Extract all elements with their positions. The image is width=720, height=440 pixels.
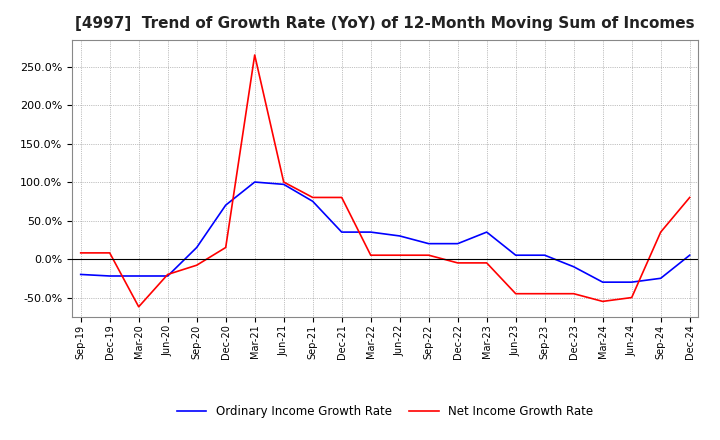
- Net Income Growth Rate: [192, 263, 201, 268]
- Net Income Growth Rate: [424, 253, 433, 258]
- Net Income Growth Rate: [308, 195, 317, 200]
- Net Income Growth Rate: [251, 52, 259, 58]
- Ordinary Income Growth Rate: [279, 182, 288, 187]
- Ordinary Income Growth Rate: [424, 241, 433, 246]
- Ordinary Income Growth Rate: [598, 279, 607, 285]
- Ordinary Income Growth Rate: [627, 279, 636, 285]
- Ordinary Income Growth Rate: [105, 273, 114, 279]
- Ordinary Income Growth Rate: [221, 202, 230, 208]
- Legend: Ordinary Income Growth Rate, Net Income Growth Rate: Ordinary Income Growth Rate, Net Income …: [172, 400, 598, 423]
- Net Income Growth Rate: [657, 230, 665, 235]
- Ordinary Income Growth Rate: [163, 273, 172, 279]
- Net Income Growth Rate: [598, 299, 607, 304]
- Ordinary Income Growth Rate: [657, 275, 665, 281]
- Ordinary Income Growth Rate: [570, 264, 578, 269]
- Net Income Growth Rate: [570, 291, 578, 297]
- Line: Ordinary Income Growth Rate: Ordinary Income Growth Rate: [81, 182, 690, 282]
- Net Income Growth Rate: [482, 260, 491, 265]
- Net Income Growth Rate: [338, 195, 346, 200]
- Ordinary Income Growth Rate: [482, 230, 491, 235]
- Ordinary Income Growth Rate: [76, 272, 85, 277]
- Ordinary Income Growth Rate: [366, 230, 375, 235]
- Ordinary Income Growth Rate: [685, 253, 694, 258]
- Net Income Growth Rate: [541, 291, 549, 297]
- Net Income Growth Rate: [627, 295, 636, 300]
- Net Income Growth Rate: [105, 250, 114, 256]
- Net Income Growth Rate: [76, 250, 85, 256]
- Net Income Growth Rate: [221, 245, 230, 250]
- Ordinary Income Growth Rate: [251, 180, 259, 185]
- Ordinary Income Growth Rate: [338, 230, 346, 235]
- Ordinary Income Growth Rate: [308, 198, 317, 204]
- Ordinary Income Growth Rate: [454, 241, 462, 246]
- Net Income Growth Rate: [366, 253, 375, 258]
- Title: [4997]  Trend of Growth Rate (YoY) of 12-Month Moving Sum of Incomes: [4997] Trend of Growth Rate (YoY) of 12-…: [76, 16, 695, 32]
- Ordinary Income Growth Rate: [395, 233, 404, 238]
- Ordinary Income Growth Rate: [541, 253, 549, 258]
- Net Income Growth Rate: [135, 304, 143, 309]
- Ordinary Income Growth Rate: [511, 253, 520, 258]
- Net Income Growth Rate: [454, 260, 462, 265]
- Ordinary Income Growth Rate: [135, 273, 143, 279]
- Net Income Growth Rate: [395, 253, 404, 258]
- Net Income Growth Rate: [163, 272, 172, 277]
- Line: Net Income Growth Rate: Net Income Growth Rate: [81, 55, 690, 307]
- Net Income Growth Rate: [511, 291, 520, 297]
- Net Income Growth Rate: [685, 195, 694, 200]
- Ordinary Income Growth Rate: [192, 245, 201, 250]
- Net Income Growth Rate: [279, 180, 288, 185]
